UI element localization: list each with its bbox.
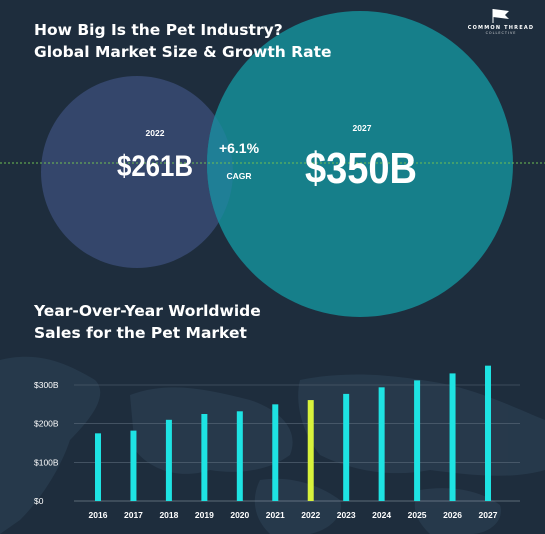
venn-circle-2027 (207, 11, 513, 317)
x-tick-label: 2017 (124, 510, 143, 520)
chart-title-line-2: Sales for the Pet Market (34, 324, 247, 342)
venn-right-year: 2027 (353, 123, 372, 133)
venn-left-value: $261B (117, 150, 193, 183)
page-title: How Big Is the Pet Industry? Global Mark… (34, 19, 364, 63)
logo-sub: COLLECTIVE (485, 31, 517, 35)
bar-2027 (485, 365, 491, 501)
title-line-1: How Big Is the Pet Industry? (34, 21, 283, 39)
x-tick-label: 2026 (443, 510, 462, 520)
bar-2022 (307, 400, 314, 501)
brand-logo: COMMON THREAD COLLECTIVE (465, 8, 537, 35)
x-tick-label: 2016 (89, 510, 108, 520)
bar-2023 (343, 393, 350, 501)
x-tick-label: 2021 (266, 510, 285, 520)
x-tick-label: 2018 (159, 510, 178, 520)
x-tick-label: 2025 (408, 510, 427, 520)
bar-2018 (165, 419, 172, 501)
bar-2025 (414, 380, 421, 501)
title-line-2: Global Market Size & Growth Rate (34, 43, 332, 61)
x-tick-label: 2027 (479, 510, 498, 520)
y-tick-label: $200B (34, 419, 59, 429)
chart-title: Year-Over-Year Worldwide Sales for the P… (34, 300, 334, 344)
bar-chart: $0 $100B $200B $300B 2016 2017 2018 2019 2020 202… (34, 365, 520, 520)
venn-circle-2022 (41, 76, 233, 268)
venn-left-year: 2022 (146, 128, 165, 138)
bar-2016 (95, 433, 101, 501)
x-tick-label: 2020 (230, 510, 249, 520)
y-tick-label: $300B (34, 380, 59, 390)
venn-right-value: $350B (305, 144, 417, 193)
x-tick-label: 2019 (195, 510, 214, 520)
venn-overlap-value: +6.1% (219, 140, 260, 156)
y-tick-label: $0 (34, 496, 44, 506)
flag-icon (492, 9, 509, 23)
x-tick-label: 2023 (337, 510, 356, 520)
bar-2021 (272, 404, 279, 501)
x-tick-label: 2022 (301, 510, 320, 520)
chart-title-line-1: Year-Over-Year Worldwide (34, 302, 261, 320)
x-tick-label: 2024 (372, 510, 391, 520)
bar-2026 (449, 373, 456, 501)
logo-name: COMMON THREAD (467, 25, 535, 31)
venn-overlap-label: CAGR (226, 171, 251, 181)
bar-2024 (378, 387, 385, 501)
y-tick-label: $100B (34, 457, 59, 467)
bar-2019 (201, 414, 208, 501)
bar-2017 (130, 430, 137, 501)
bar-2020 (236, 411, 243, 501)
